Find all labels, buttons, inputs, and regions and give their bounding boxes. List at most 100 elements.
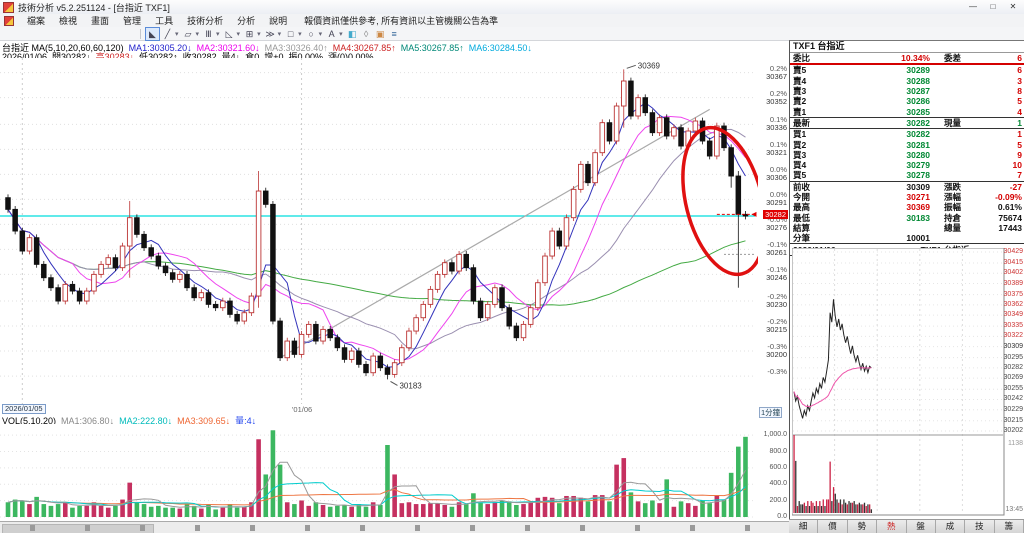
ma-indicator-line: 台指近 MA(5,10,20,60,60,120) MA1:30305.20↓ MA… bbox=[2, 41, 537, 53]
drawing-toolbar: ◣ ╱ ▾ ▱ ▾ Ⅲ ▾ ◺ ▾ ⊞ ▾ ≫ ▾ □ ▾ ○ ▾ A ▾ ◧ ◊ ▣ ≡ bbox=[0, 26, 1024, 41]
scrollbar-tick bbox=[745, 525, 750, 531]
quote-row-買3[interactable]: 買3 30280 9 bbox=[793, 149, 1022, 160]
brush-tool-icon[interactable]: ◣ bbox=[145, 26, 160, 41]
channel-tool-icon[interactable]: ▱ bbox=[184, 28, 192, 39]
menu-檢視[interactable]: 檢視 bbox=[59, 16, 78, 26]
price-tick: 0.2% 30352 bbox=[766, 88, 787, 106]
window-controls: — □ ✕ bbox=[964, 1, 1024, 13]
window-title: 技術分析 v5.2.251124 - [台指近 TXF1] bbox=[18, 2, 170, 13]
eraser-tool-icon[interactable]: ◊ bbox=[363, 28, 369, 39]
menu-分析[interactable]: 分析 bbox=[237, 16, 256, 26]
scrollbar-tick bbox=[195, 525, 200, 531]
scrollbar-thumb[interactable] bbox=[2, 524, 154, 533]
gann-grid-tool-icon[interactable]: ⊞ bbox=[245, 28, 254, 39]
intraday-price-tick: 30215 bbox=[1003, 416, 1023, 424]
tab-盤[interactable]: 盤 bbox=[906, 520, 936, 533]
rectangle-tool-icon-dropdown[interactable]: ▾ bbox=[298, 30, 302, 38]
quote-row-賣1[interactable]: 賣1 30285 4 bbox=[793, 106, 1022, 117]
tab-籌[interactable]: 籌 bbox=[994, 520, 1024, 533]
indicator-segment: 2026/01/06 bbox=[2, 52, 48, 62]
price-tick: 0.1% 30336 bbox=[766, 115, 787, 133]
menu-技術分析[interactable]: 技術分析 bbox=[187, 16, 224, 26]
price-tick: -0.3% 30200 bbox=[766, 342, 787, 360]
indicator-segment: 振0.00% bbox=[288, 52, 323, 62]
timeframe-selector[interactable]: 1分鐘 bbox=[759, 407, 783, 418]
fan-tool-icon[interactable]: ◺ bbox=[225, 28, 233, 39]
intraday-price-tick: 30295 bbox=[1003, 353, 1023, 361]
scrollbar-tick bbox=[415, 525, 420, 531]
quote-row-最高: 最高 30369 振幅 0.61% bbox=[793, 202, 1022, 213]
price-tick: -0.1% 30246 bbox=[766, 265, 787, 283]
minimize-button[interactable]: — bbox=[969, 2, 977, 11]
tab-價[interactable]: 價 bbox=[818, 520, 848, 533]
tab-熱[interactable]: 熱 bbox=[877, 520, 907, 533]
close-button[interactable]: ✕ bbox=[1009, 2, 1017, 11]
text-tool-icon[interactable]: A bbox=[328, 28, 335, 39]
arrows-tool-icon-dropdown[interactable]: ▾ bbox=[277, 30, 282, 38]
menu-檔案[interactable]: 檔案 bbox=[27, 16, 46, 26]
volume-tick: 800.0 bbox=[769, 447, 787, 455]
scrollbar-tick bbox=[305, 525, 310, 531]
ellipse-tool-icon[interactable]: ○ bbox=[308, 28, 314, 39]
vertical-lines-tool-icon-dropdown[interactable]: ▾ bbox=[216, 30, 220, 38]
text-tool-icon-dropdown[interactable]: ▾ bbox=[339, 30, 343, 38]
horizontal-scrollbar[interactable] bbox=[0, 521, 789, 533]
volume-chart[interactable] bbox=[0, 424, 759, 521]
indicator-segment: MA1:30305.20↓ bbox=[128, 43, 192, 53]
indicator-segment: 增+0 bbox=[264, 52, 284, 62]
menu-說明[interactable]: 說明 bbox=[269, 16, 288, 26]
scrollbar-tick bbox=[525, 525, 530, 531]
price-tick: -0.0% 30276 bbox=[766, 215, 787, 233]
list-tool-icon[interactable]: ≡ bbox=[391, 28, 397, 39]
intraday-price-tick: 30282 bbox=[1003, 363, 1023, 371]
chart-x-axis: 2026/01/05 '01/06 bbox=[0, 404, 759, 414]
candlestick-chart[interactable]: 30369 30183 bbox=[0, 58, 767, 404]
quote-header: TXF1 台指近 bbox=[790, 41, 1024, 53]
menu-管理[interactable]: 管理 bbox=[123, 16, 142, 26]
indicator-segment: MA5:30267.85↑ bbox=[400, 43, 464, 53]
menu-工具[interactable]: 工具 bbox=[155, 16, 174, 26]
gann-grid-tool-icon-dropdown[interactable]: ▾ bbox=[257, 30, 261, 38]
flip-tool-icon[interactable]: ◧ bbox=[347, 28, 357, 39]
scrollbar-tick bbox=[30, 525, 35, 531]
quote-row-前收: 前收 30309 漲跌 -27 bbox=[790, 180, 1024, 192]
trendline-tool-icon-dropdown[interactable]: ▾ bbox=[175, 30, 179, 38]
quote-row-賣4[interactable]: 賣4 30288 3 bbox=[793, 75, 1022, 86]
tab-技[interactable]: 技 bbox=[965, 520, 995, 533]
volume-tick: 1,000.0 bbox=[763, 431, 787, 439]
tab-勢[interactable]: 勢 bbox=[847, 520, 878, 533]
quote-row-買1[interactable]: 買1 30282 1 bbox=[793, 129, 1022, 140]
x-axis-tick-label: '01/06 bbox=[292, 405, 313, 414]
copy-tool-icon[interactable]: ▣ bbox=[375, 28, 385, 39]
maximize-button[interactable]: □ bbox=[990, 2, 996, 11]
intraday-price-tick: 30269 bbox=[1003, 374, 1023, 382]
quote-row-買2[interactable]: 買2 30281 5 bbox=[793, 139, 1022, 150]
trendline-tool-icon[interactable]: ╱ bbox=[164, 28, 171, 39]
vertical-lines-tool-icon[interactable]: Ⅲ bbox=[205, 28, 212, 39]
quote-row-賣2[interactable]: 賣2 30286 5 bbox=[793, 96, 1022, 107]
tab-成[interactable]: 成 bbox=[935, 520, 966, 533]
quote-row-賣5[interactable]: 賣5 30289 6 bbox=[793, 65, 1022, 76]
fan-tool-icon-dropdown[interactable]: ▾ bbox=[236, 30, 241, 38]
quote-row-買5[interactable]: 買5 30278 7 bbox=[793, 170, 1022, 181]
title-bar: 技術分析 v5.2.251124 - [台指近 TXF1] — □ ✕ bbox=[0, 0, 1024, 15]
tab-細[interactable]: 細 bbox=[789, 520, 819, 533]
indicator-segment: 低30282↑ bbox=[139, 52, 178, 62]
rectangle-tool-icon[interactable]: □ bbox=[287, 28, 294, 39]
scrollbar-tick bbox=[250, 525, 255, 531]
indicator-segment: 漲(0)0.00% bbox=[328, 52, 374, 62]
quote-row-買4[interactable]: 買4 30279 10 bbox=[793, 160, 1022, 171]
ellipse-tool-icon-dropdown[interactable]: ▾ bbox=[318, 30, 323, 38]
candlestick-svg: 30369 30183 bbox=[0, 58, 767, 404]
price-tick: 0.0% 30291 bbox=[766, 190, 787, 208]
intraday-price-tick: 30402 bbox=[1003, 269, 1023, 277]
intraday-mini-chart[interactable] bbox=[791, 247, 1005, 517]
arrows-tool-icon[interactable]: ≫ bbox=[265, 28, 275, 39]
toolbar-separator bbox=[140, 28, 141, 39]
menu-畫面[interactable]: 畫面 bbox=[91, 16, 110, 26]
quote-row-最低: 最低 30183 持倉 75674 bbox=[793, 212, 1022, 223]
quote-row-賣3[interactable]: 賣3 30287 8 bbox=[793, 86, 1022, 97]
channel-tool-icon-dropdown[interactable]: ▾ bbox=[195, 30, 200, 38]
price-tick: -0.1% 30261 bbox=[766, 240, 787, 258]
last-price-badge: 30282 bbox=[763, 210, 788, 220]
